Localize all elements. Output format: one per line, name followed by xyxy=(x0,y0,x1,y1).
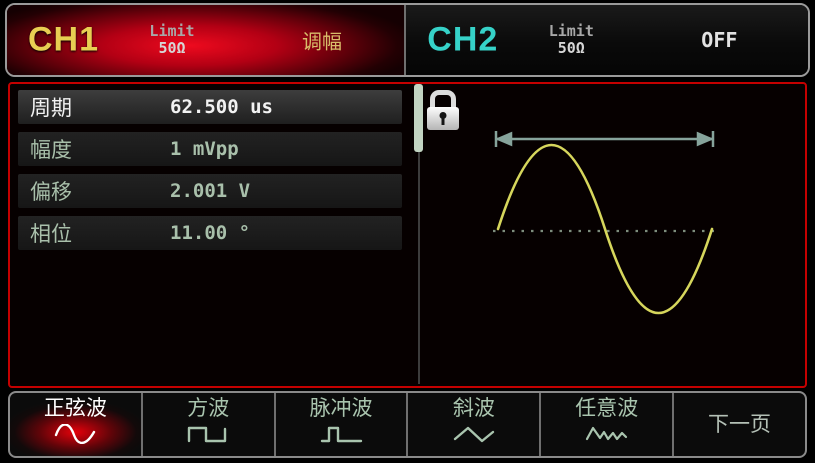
param-label: 相位 xyxy=(30,223,72,246)
ch2-limit-value: 50Ω xyxy=(557,39,585,57)
param-label: 偏移 xyxy=(30,181,72,204)
softkey-sine[interactable]: 正弦波 xyxy=(10,393,143,456)
softkey-label: 方波 xyxy=(187,397,230,420)
lock-keyhole xyxy=(439,112,447,125)
lock-body xyxy=(427,107,459,130)
param-value: 1 mVpp xyxy=(170,138,239,160)
channel-header: CH1 Limit 50Ω 调幅 CH2 Limit 50Ω OFF xyxy=(5,3,810,77)
param-label: 周期 xyxy=(30,97,72,120)
param-value: 11.00 ° xyxy=(170,222,251,244)
ch1-limit: Limit 50Ω xyxy=(135,23,209,57)
ramp-wave-icon xyxy=(453,426,495,443)
param-row-phase[interactable]: 相位 11.00 ° xyxy=(18,216,402,250)
ch1-mode-badge: 调幅 xyxy=(302,31,342,54)
ch2-limit: Limit 50Ω xyxy=(534,23,608,57)
param-row-period[interactable]: 周期 62.500 us xyxy=(18,90,402,124)
softkey-label: 任意波 xyxy=(575,397,639,420)
softkey-arbitrary[interactable]: 任意波 xyxy=(541,393,675,456)
param-row-amplitude[interactable]: 幅度 1 mVpp xyxy=(18,132,402,166)
softkey-label: 斜波 xyxy=(452,397,495,420)
softkey-label: 下一页 xyxy=(708,412,772,436)
pulse-wave-icon xyxy=(320,426,363,443)
parameter-list: 周期 62.500 us 幅度 1 mVpp 偏移 2.001 V 相位 11.… xyxy=(18,90,402,258)
param-value: 2.001 V xyxy=(170,180,251,202)
lock-shackle xyxy=(430,90,456,108)
softkey-bar: 正弦波 方波 脉冲波 斜波 任意波 xyxy=(8,391,807,458)
param-row-offset[interactable]: 偏移 2.001 V xyxy=(18,174,402,208)
main-panel: 周期 62.500 us 幅度 1 mVpp 偏移 2.001 V 相位 11.… xyxy=(8,82,807,388)
ch2-status-badge: OFF xyxy=(701,28,738,52)
param-value: 62.500 us xyxy=(170,96,273,118)
softkey-pulse[interactable]: 脉冲波 xyxy=(276,393,409,456)
lock-icon xyxy=(427,90,459,130)
sine-wave-icon xyxy=(55,424,96,444)
arbitrary-wave-icon xyxy=(585,426,627,441)
softkey-square[interactable]: 方波 xyxy=(143,393,276,456)
period-arrow-icon xyxy=(494,131,715,147)
softkey-next-page[interactable]: 下一页 xyxy=(674,393,805,456)
ch1-header[interactable]: CH1 Limit 50Ω 调幅 xyxy=(7,5,407,75)
softkey-label: 正弦波 xyxy=(43,397,107,420)
param-label: 幅度 xyxy=(30,139,72,162)
ch2-limit-title: Limit xyxy=(548,22,594,40)
ch1-limit-title: Limit xyxy=(149,22,195,40)
scrollbar-thumb[interactable] xyxy=(414,84,423,152)
square-wave-icon xyxy=(188,426,227,443)
softkey-label: 脉冲波 xyxy=(309,397,373,420)
ch1-limit-value: 50Ω xyxy=(158,39,186,57)
scrollbar-track xyxy=(418,86,420,384)
sine-waveform-preview xyxy=(493,143,717,315)
ch2-label: CH2 xyxy=(427,20,499,59)
ch1-label: CH1 xyxy=(28,20,100,59)
ch2-header[interactable]: CH2 Limit 50Ω OFF xyxy=(406,5,808,75)
softkey-ramp[interactable]: 斜波 xyxy=(408,393,542,456)
